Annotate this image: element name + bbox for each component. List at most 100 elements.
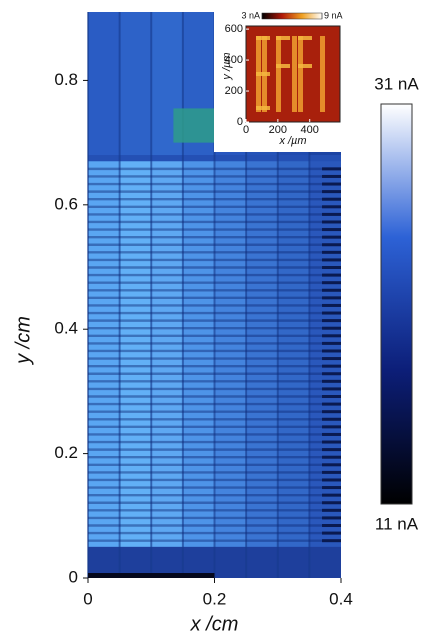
map-column <box>151 546 183 578</box>
inset-feature <box>256 72 270 76</box>
map-column <box>246 546 278 578</box>
inset-feature <box>298 64 312 68</box>
map-comb <box>322 182 341 186</box>
map-comb <box>322 273 341 277</box>
map-comb <box>322 516 341 520</box>
map-column <box>88 546 120 578</box>
inset-feature <box>298 36 312 40</box>
map-comb <box>322 174 341 178</box>
y-tick-label: 0.6 <box>54 194 78 213</box>
inset-y-axis-title: y /µm <box>221 52 233 80</box>
map-comb <box>322 417 341 421</box>
map-column <box>214 546 247 578</box>
map-comb <box>322 402 341 406</box>
map-comb <box>322 486 341 490</box>
colorbar-label: 11 nA <box>375 514 419 533</box>
map-comb <box>322 531 341 535</box>
map-comb <box>322 190 341 194</box>
map-comb <box>322 311 341 315</box>
map-column <box>182 161 215 547</box>
map-comb <box>322 364 341 368</box>
map-column <box>182 546 215 578</box>
inset-colorbar <box>261 12 323 20</box>
inset-feature <box>320 36 325 112</box>
x-tick-label: 0.2 <box>203 589 227 608</box>
map-comb <box>322 250 341 254</box>
map-comb <box>322 508 341 512</box>
map-comb <box>322 266 341 270</box>
map-comb <box>322 478 341 482</box>
y-tick-label: 0 <box>69 567 78 586</box>
inset-x-tick-label: 0 <box>243 124 249 136</box>
inset-y-tick-label: 600 <box>225 23 243 35</box>
map-comb <box>322 455 341 459</box>
map-column <box>151 161 183 547</box>
map-comb <box>322 440 341 444</box>
y-tick-label: 0.2 <box>54 443 78 462</box>
y-tick-label: 0.8 <box>54 70 78 89</box>
inset-feature <box>256 106 270 110</box>
map-comb <box>322 463 341 467</box>
inset-x-axis-title: x /µm <box>278 135 306 147</box>
map-comb <box>322 220 341 224</box>
inset-colorbar-label: 3 nA <box>241 10 260 20</box>
inset-feature <box>292 36 297 112</box>
map-column <box>309 161 341 547</box>
inset-feature <box>276 36 281 112</box>
map-comb <box>322 334 341 338</box>
x-tick-label: 0 <box>83 589 92 608</box>
map-column <box>277 546 310 578</box>
inset-feature <box>298 36 303 112</box>
y-axis-title: y /cm <box>12 316 34 366</box>
map-comb <box>322 432 341 436</box>
map-comb <box>322 493 341 497</box>
y-tick-label: 0.4 <box>54 319 78 338</box>
map-comb <box>322 235 341 239</box>
inset-y-tick-label: 200 <box>225 85 243 97</box>
inset-feature <box>256 36 270 40</box>
map-column <box>88 12 120 156</box>
map-comb <box>322 319 341 323</box>
colorbar-label: 31 nA <box>374 74 419 93</box>
map-comb <box>322 395 341 399</box>
map-comb <box>322 410 341 414</box>
colorbar <box>380 103 413 505</box>
map-comb <box>322 303 341 307</box>
map-comb <box>322 470 341 474</box>
map-comb <box>322 349 341 353</box>
map-comb <box>322 524 341 528</box>
map-comb <box>322 288 341 292</box>
map-column <box>309 546 341 578</box>
x-axis-title: x /cm <box>190 613 239 635</box>
map-column <box>88 161 120 547</box>
map-column <box>119 546 152 578</box>
map-comb <box>322 258 341 262</box>
inset-x-tick-label: 400 <box>301 124 319 136</box>
map-column <box>277 161 310 547</box>
map-comb <box>322 212 341 216</box>
map-comb <box>322 425 341 429</box>
map-comb <box>322 281 341 285</box>
map-comb <box>322 296 341 300</box>
map-column <box>119 12 152 156</box>
map-comb <box>322 539 341 543</box>
map-column <box>214 161 247 547</box>
map-comb <box>322 448 341 452</box>
map-bottom <box>88 573 215 578</box>
inset-image <box>245 25 341 123</box>
map-column <box>246 161 278 547</box>
map-comb <box>322 205 341 209</box>
x-tick-label: 0.4 <box>329 589 353 608</box>
map-comb <box>322 501 341 505</box>
inset-feature <box>276 36 290 40</box>
inset-colorbar-label: 9 nA <box>324 10 343 20</box>
map-comb <box>322 167 341 171</box>
map-comb <box>322 341 341 345</box>
map-comb <box>322 357 341 361</box>
inset-feature <box>276 64 290 68</box>
map-comb <box>322 228 341 232</box>
inset-y-tick-label: 0 <box>237 116 243 128</box>
map-comb <box>322 379 341 383</box>
map-column <box>119 161 152 547</box>
